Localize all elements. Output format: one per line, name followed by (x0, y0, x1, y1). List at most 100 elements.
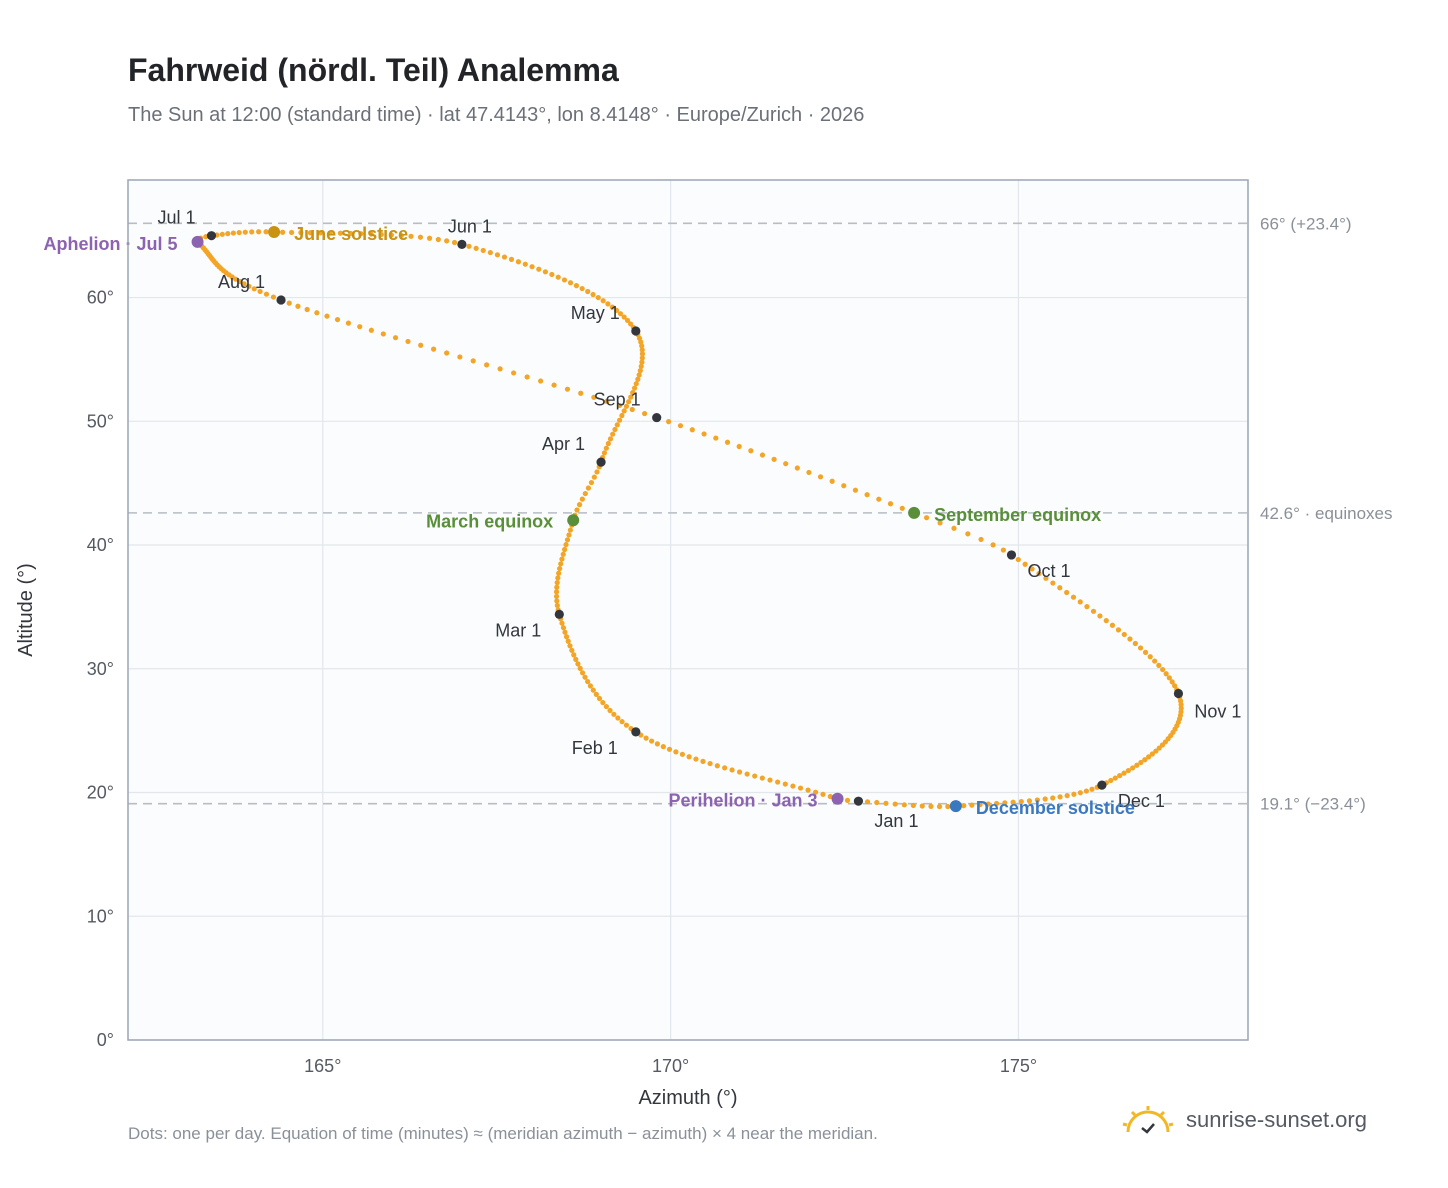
daily-sun-dot (334, 316, 341, 323)
daily-sun-dot (1156, 662, 1162, 668)
daily-sun-dot (605, 301, 611, 307)
daily-sun-dot (508, 256, 515, 262)
daily-sun-dot (529, 264, 535, 270)
daily-sun-dot (639, 359, 645, 365)
brand[interactable]: sunrise-sunset.org (1120, 1104, 1367, 1136)
daily-sun-dot (591, 474, 597, 480)
plot-background (128, 180, 1248, 1040)
daily-sun-dot (937, 520, 943, 526)
daily-sun-dot (817, 474, 824, 480)
daily-sun-dot (797, 785, 804, 791)
daily-sun-dot (561, 277, 568, 283)
daily-sun-dot (585, 288, 591, 295)
daily-sun-dot (1137, 645, 1144, 651)
daily-sun-dot (585, 485, 592, 491)
sun-rising-icon (1122, 1106, 1174, 1134)
footnote: Dots: one per day. Equation of time (min… (128, 1124, 878, 1143)
daily-sun-dot (1022, 561, 1028, 567)
daily-sun-dot (237, 278, 243, 285)
daily-sun-dot (573, 283, 580, 289)
daily-sun-dot (1130, 765, 1136, 771)
daily-sun-dot (887, 501, 894, 507)
reference-line-label: 66° (+23.4°) (1260, 214, 1352, 233)
daily-sun-dot (431, 346, 437, 352)
daily-sun-dot (700, 758, 706, 764)
daily-sun-dot (236, 229, 242, 236)
daily-sun-dot (928, 803, 934, 809)
daily-sun-dot (876, 496, 882, 502)
daily-sun-dot (951, 525, 957, 531)
daily-sun-dot (554, 580, 560, 586)
daily-sun-dot (298, 230, 304, 236)
daily-sun-dot (1077, 599, 1083, 605)
daily-sun-dot (724, 439, 731, 445)
daily-sun-dot (444, 350, 450, 356)
daily-sun-dot (1115, 627, 1122, 633)
daily-sun-dot (624, 317, 631, 324)
daily-sun-dot (1064, 793, 1070, 799)
daily-sun-dot (562, 546, 568, 553)
daily-sun-dot (554, 598, 560, 604)
daily-sun-dot (636, 372, 642, 378)
y-tick-label: 30° (87, 659, 114, 679)
daily-sun-dot (1160, 666, 1166, 673)
daily-sun-dot (1071, 791, 1077, 797)
daily-sun-dot (677, 423, 684, 429)
daily-sun-dot (874, 799, 880, 806)
daily-sun-dot (729, 767, 735, 773)
daily-sun-dot (736, 443, 742, 450)
event-marker (831, 792, 844, 805)
daily-sun-dot (820, 791, 826, 797)
daily-sun-dot (844, 797, 851, 803)
daily-sun-dot (280, 229, 286, 235)
month-label: Jan 1 (874, 811, 918, 831)
daily-sun-dot (487, 249, 493, 256)
daily-sun-dot (554, 602, 560, 609)
daily-sun-dot (628, 394, 634, 400)
daily-sun-dot (829, 478, 835, 484)
daily-sun-dot (649, 738, 655, 744)
daily-sun-dot (607, 436, 614, 442)
daily-sun-dot (611, 711, 617, 717)
daily-sun-dot (392, 335, 399, 341)
x-tick-label: 165° (304, 1056, 341, 1076)
daily-sun-dot (605, 440, 611, 447)
daily-sun-dot (398, 232, 404, 239)
y-tick-label: 0° (97, 1030, 114, 1050)
daily-sun-dot (559, 556, 565, 562)
event-marker (268, 225, 281, 238)
daily-sun-dot (666, 419, 672, 425)
daily-sun-dot (633, 381, 639, 387)
daily-sun-dot (639, 355, 645, 361)
daily-sun-dot (593, 691, 599, 697)
daily-sun-dot (579, 285, 585, 292)
daily-sun-dot (679, 751, 686, 757)
month-markers: Jan 1 Feb 1 Mar 1 Apr 1 May 1 Jun 1 Jul 1 Aug 1… (157, 208, 1241, 831)
daily-sun-dot (919, 803, 925, 809)
daily-sun-dot (587, 683, 594, 689)
daily-sun-dot (1070, 594, 1077, 600)
daily-sun-dot (1132, 640, 1138, 647)
y-axis-title: Altitude (°) (15, 563, 37, 657)
daily-sun-dot (806, 469, 812, 476)
event-markers: March equinox June solstice September equi… (44, 224, 1135, 818)
month-marker (276, 295, 286, 305)
daily-sun-dot (567, 280, 574, 286)
daily-sun-dot (1172, 683, 1178, 689)
daily-sun-dot (324, 313, 330, 319)
daily-sun-dot (571, 652, 577, 658)
daily-sun-dot (613, 307, 620, 313)
daily-sun-dot (256, 229, 262, 235)
daily-sun-dot (249, 229, 255, 235)
daily-sun-dot (559, 620, 565, 626)
daily-sun-dot (511, 370, 517, 376)
y-tick-label: 50° (87, 411, 114, 431)
daily-sun-dot (638, 363, 644, 369)
daily-sun-dot (466, 243, 472, 249)
daily-sun-dot (590, 291, 596, 298)
daily-sun-dot (560, 625, 567, 631)
daily-sun-dot (563, 634, 570, 640)
daily-sun-dot (990, 542, 996, 548)
daily-sun-dot (480, 247, 486, 254)
daily-sun-dot (615, 715, 621, 721)
